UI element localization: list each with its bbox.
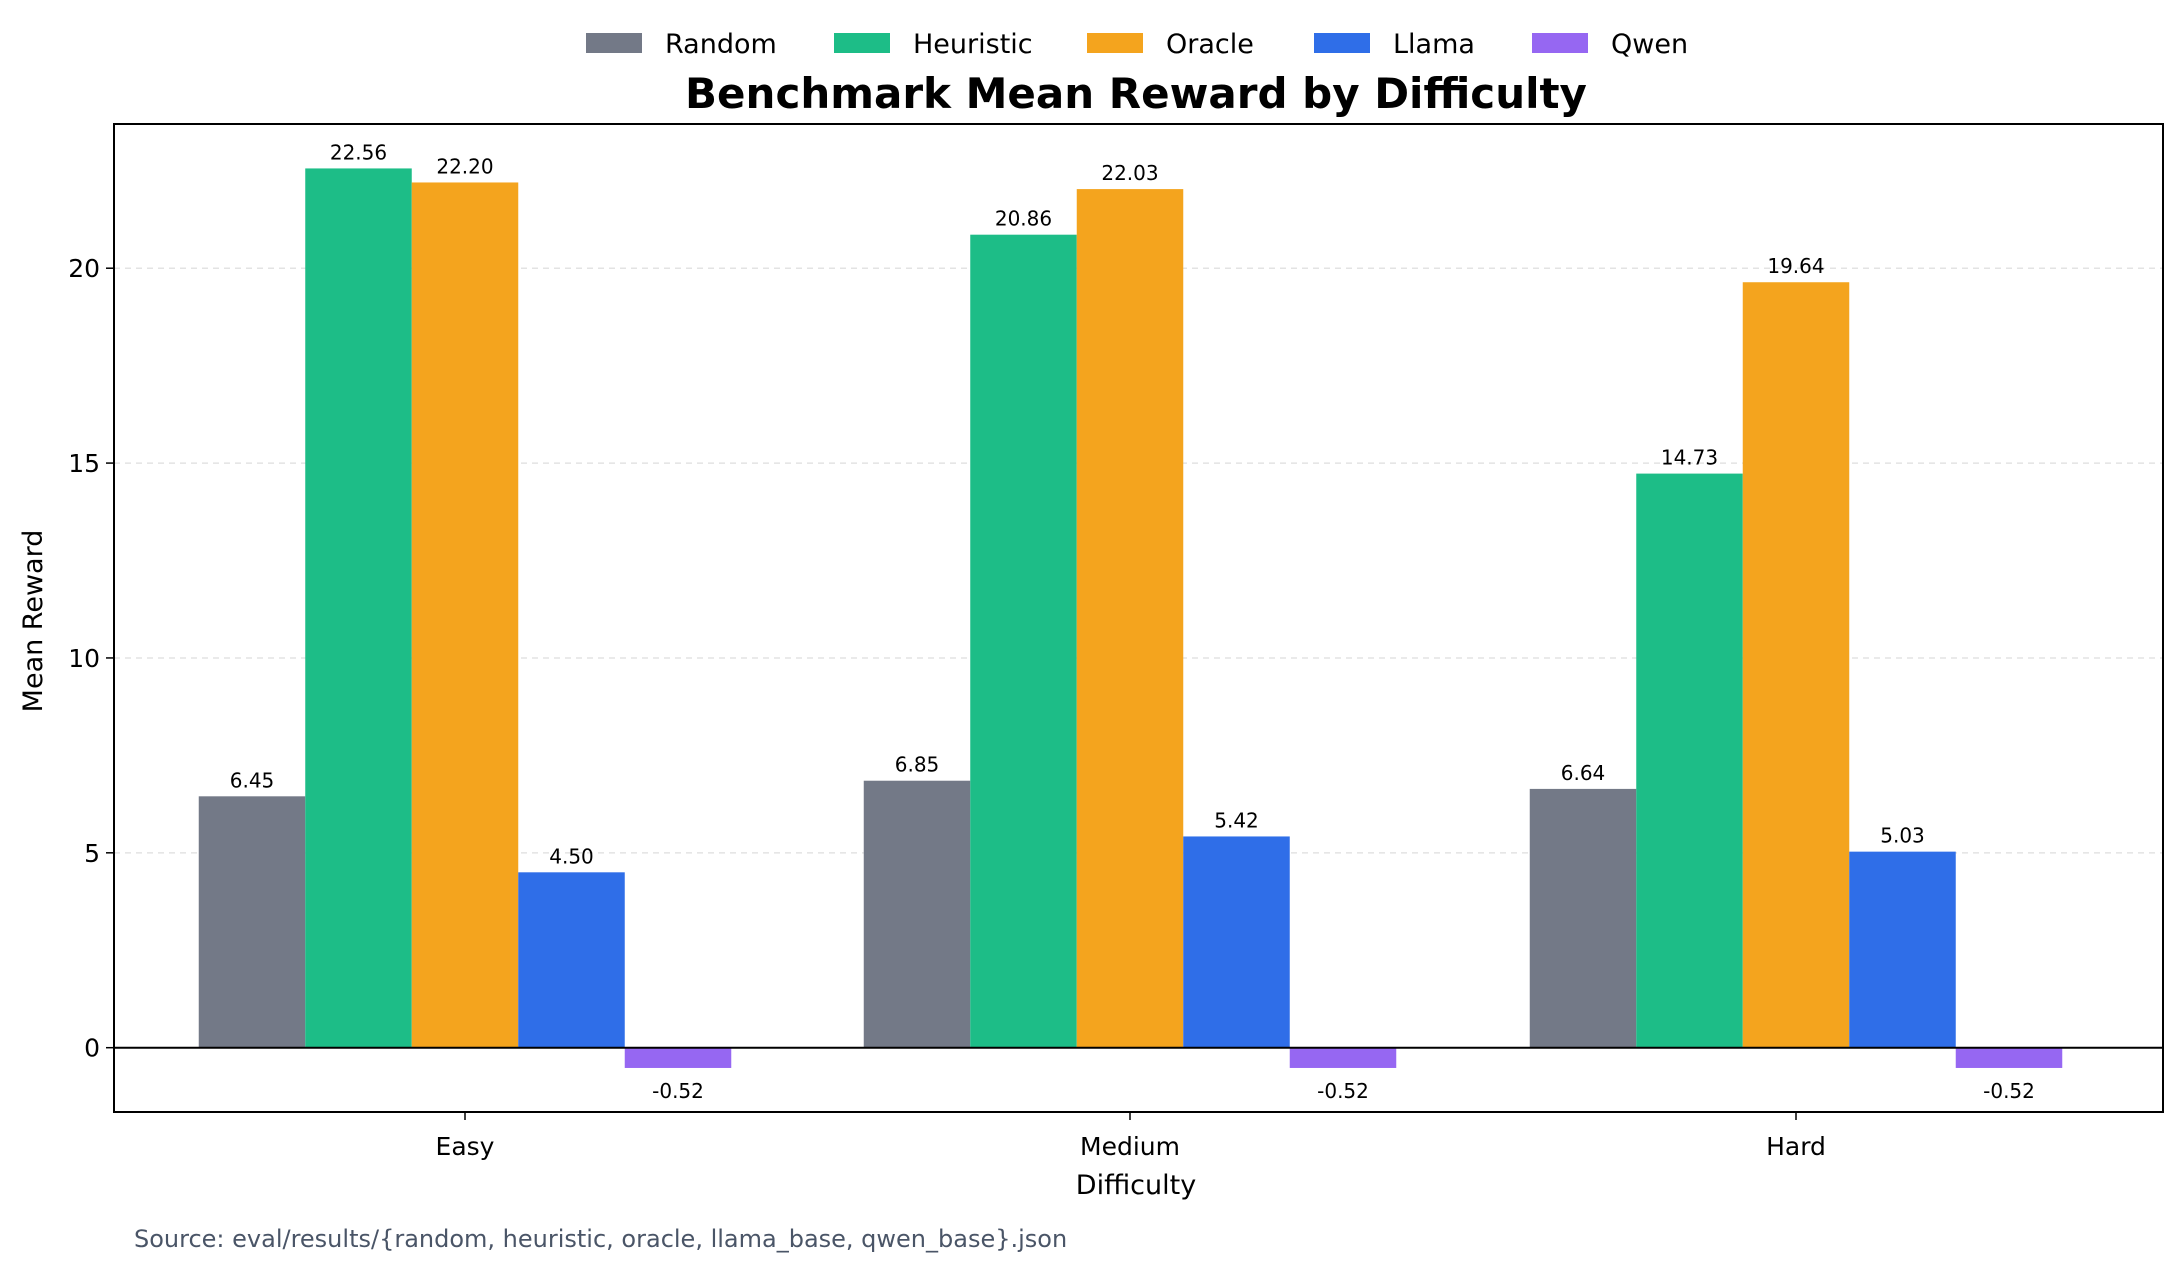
- value-labels: 6.45 22.56 22.20 4.50 -0.52 6.85 20.86 22.03 5.4…: [230, 140, 2035, 1103]
- x-axis-title: Difficulty: [1076, 1170, 1196, 1201]
- bar-value-label: 14.73: [1661, 446, 1718, 470]
- bar-random: [863, 780, 971, 1048]
- bar-value-label: -0.52: [652, 1079, 704, 1103]
- y-tick-label: 0: [84, 1034, 100, 1063]
- x-tick-label: Hard: [1766, 1132, 1826, 1161]
- bar-value-label: 19.64: [1767, 254, 1824, 278]
- legend-label-oracle: Oracle: [1166, 29, 1254, 60]
- bar-qwen: [624, 1047, 732, 1068]
- legend-swatch-oracle: [1087, 33, 1143, 53]
- bar-random: [1529, 788, 1637, 1048]
- x-axis: Easy Medium Hard: [436, 1112, 1826, 1161]
- bar-value-label: 6.45: [230, 768, 275, 792]
- bar-llama: [1183, 836, 1290, 1048]
- legend-swatch-qwen: [1532, 33, 1588, 53]
- bar-llama: [1849, 851, 1956, 1048]
- bar-value-label: 22.20: [436, 154, 493, 178]
- bar-value-label: 22.56: [330, 140, 387, 164]
- bar-value-label: -0.52: [1317, 1079, 1369, 1103]
- bar-heuristic: [305, 168, 412, 1048]
- legend-label-llama: Llama: [1393, 29, 1475, 60]
- chart-title: Benchmark Mean Reward by Difficulty: [685, 69, 1587, 118]
- bars: [198, 168, 2063, 1068]
- bar-oracle: [1076, 189, 1184, 1048]
- bar-qwen: [1289, 1047, 1397, 1068]
- y-tick-label: 5: [84, 839, 100, 868]
- bar-oracle: [411, 182, 519, 1048]
- bar-random: [198, 796, 306, 1048]
- bar-value-label: 22.03: [1101, 161, 1158, 185]
- legend-swatch-heuristic: [834, 33, 890, 53]
- plot-frame: [113, 123, 2164, 1113]
- legend-label-heuristic: Heuristic: [913, 29, 1033, 60]
- source-note: Source: eval/results/{random, heuristic,…: [134, 1225, 1068, 1253]
- legend-label-random: Random: [665, 29, 777, 60]
- bar-qwen: [1955, 1047, 2063, 1068]
- y-axis-title: Mean Reward: [18, 530, 49, 713]
- x-tick-label: Easy: [436, 1132, 495, 1161]
- bar-value-label: 5.42: [1214, 808, 1259, 832]
- bar-value-label: 20.86: [995, 207, 1052, 231]
- bar-heuristic: [1636, 473, 1743, 1048]
- bar-value-label: 6.64: [1561, 761, 1606, 785]
- y-tick-label: 20: [68, 254, 100, 283]
- bar-value-label: 5.03: [1880, 824, 1925, 848]
- legend-swatch-llama: [1314, 33, 1370, 53]
- bar-value-label: 4.50: [549, 844, 594, 868]
- legend-swatch-random: [586, 33, 642, 53]
- x-tick-label: Medium: [1080, 1132, 1180, 1161]
- legend-label-qwen: Qwen: [1611, 29, 1688, 60]
- bar-llama: [518, 872, 625, 1048]
- bar-heuristic: [970, 234, 1077, 1048]
- y-tick-label: 10: [68, 644, 100, 673]
- bar-value-label: -0.52: [1983, 1079, 2035, 1103]
- legend: Random Heuristic Oracle Llama Qwen: [586, 29, 1688, 60]
- y-tick-label: 15: [68, 449, 100, 478]
- bar-value-label: 6.85: [895, 753, 940, 777]
- bar-oracle: [1742, 282, 1850, 1048]
- y-axis: 0 5 10 15 20: [68, 254, 114, 1063]
